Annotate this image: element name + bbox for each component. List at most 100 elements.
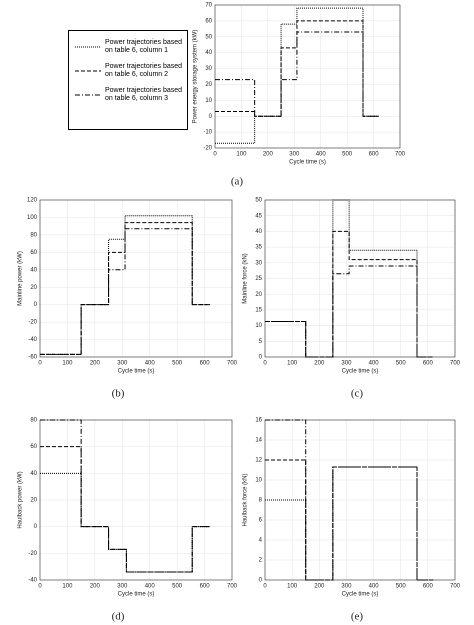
legend-swatch — [75, 70, 101, 72]
y-tick-label: 14 — [255, 438, 262, 444]
legend-label: Power trajectories based on table 6, col… — [105, 63, 183, 78]
x-tick-label: 400 — [145, 584, 156, 590]
y-tick-label: 0 — [259, 355, 263, 361]
y-axis-label: Power energy storage system (kW) — [193, 30, 199, 124]
x-tick-label: 100 — [236, 152, 247, 158]
x-tick-label: 600 — [423, 584, 434, 590]
x-tick-label: 0 — [263, 584, 267, 590]
y-tick-label: 16 — [255, 418, 262, 424]
x-tick-label: 300 — [341, 361, 352, 367]
x-tick-label: 700 — [450, 584, 461, 590]
series-line — [40, 419, 211, 573]
y-tick-label: 70 — [205, 3, 212, 9]
legend-swatch — [75, 94, 101, 96]
x-tick-label: 0 — [38, 584, 42, 590]
x-axis-label: Cycle time (s) — [289, 160, 326, 166]
y-tick-label: 35 — [255, 245, 262, 251]
y-tick-label: -40 — [28, 578, 37, 584]
y-tick-label: -10 — [203, 130, 212, 136]
series-line — [40, 228, 211, 355]
subfigure-label: (b) — [112, 388, 125, 400]
y-tick-label: 10 — [255, 323, 262, 329]
y-tick-label: -60 — [28, 355, 37, 361]
y-tick-label: 120 — [27, 198, 38, 204]
y-axis-label: Mainline power (kW) — [18, 251, 24, 306]
subfigure-label: (a) — [231, 176, 244, 188]
y-tick-label: 50 — [205, 34, 212, 40]
x-tick-label: 300 — [341, 584, 352, 590]
subfigure-label: (c) — [351, 388, 364, 400]
x-axis-label: Cycle time (s) — [118, 369, 155, 375]
y-tick-label: 5 — [259, 339, 263, 345]
y-tick-label: -20 — [203, 146, 212, 152]
plot-frame — [39, 419, 233, 581]
y-tick-label: 6 — [259, 518, 263, 524]
x-tick-label: 700 — [395, 152, 406, 158]
x-tick-label: 200 — [314, 584, 325, 590]
x-tick-label: 700 — [450, 361, 461, 367]
legend-entry: Power trajectories based on table 6, col… — [73, 39, 183, 55]
legend-entry: Power trajectories based on table 6, col… — [73, 63, 183, 79]
y-tick-label: 60 — [30, 250, 37, 256]
x-tick-label: 500 — [172, 361, 183, 367]
x-tick-label: 500 — [396, 361, 407, 367]
plot-area — [40, 200, 232, 357]
x-tick-label: 400 — [369, 584, 380, 590]
y-tick-label: 20 — [205, 82, 212, 88]
y-tick-label: -20 — [28, 551, 37, 557]
y-tick-label: 40 — [255, 229, 262, 235]
x-tick-label: 600 — [369, 152, 380, 158]
y-tick-label: 60 — [30, 444, 37, 450]
x-tick-label: 600 — [200, 361, 211, 367]
y-tick-label: 80 — [30, 232, 37, 238]
y-tick-label: 100 — [27, 215, 38, 221]
x-tick-label: 500 — [396, 584, 407, 590]
y-tick-label: -40 — [28, 337, 37, 343]
y-tick-label: 10 — [255, 478, 262, 484]
y-tick-label: 30 — [205, 66, 212, 72]
plot-frame — [39, 199, 233, 358]
y-tick-label: 10 — [205, 98, 212, 104]
y-tick-label: 60 — [205, 18, 212, 24]
x-tick-label: 100 — [287, 584, 298, 590]
y-tick-label: 0 — [259, 578, 263, 584]
x-tick-label: 200 — [263, 152, 274, 158]
x-tick-label: 400 — [316, 152, 327, 158]
x-tick-label: 400 — [369, 361, 380, 367]
x-tick-label: 100 — [62, 361, 73, 367]
x-tick-label: 0 — [213, 152, 217, 158]
y-tick-label: 40 — [205, 50, 212, 56]
plot-frame — [264, 199, 456, 358]
y-tick-label: 40 — [30, 471, 37, 477]
x-axis-label: Cycle time (s) — [342, 369, 379, 375]
x-tick-label: 300 — [289, 152, 300, 158]
x-axis-label: Cycle time (s) — [342, 592, 379, 598]
plot-frame — [214, 4, 401, 149]
x-tick-label: 400 — [145, 361, 156, 367]
x-tick-label: 200 — [90, 361, 101, 367]
x-tick-label: 300 — [117, 361, 128, 367]
y-tick-label: 4 — [259, 538, 263, 544]
y-tick-label: 0 — [34, 524, 38, 530]
x-tick-label: 0 — [263, 361, 267, 367]
legend: Power trajectories based on table 6, col… — [68, 30, 188, 130]
legend-swatch — [75, 46, 101, 48]
x-tick-label: 500 — [342, 152, 353, 158]
y-axis-label: Haulback force (kN) — [243, 473, 249, 526]
y-tick-label: 50 — [255, 198, 262, 204]
y-tick-label: 0 — [34, 302, 38, 308]
y-axis-label: Mainline force (kN) — [243, 253, 249, 303]
y-tick-label: 12 — [255, 458, 262, 464]
y-tick-label: -20 — [28, 320, 37, 326]
y-tick-label: 20 — [255, 292, 262, 298]
y-tick-label: 30 — [255, 260, 262, 266]
series-line — [265, 419, 434, 581]
x-tick-label: 200 — [90, 584, 101, 590]
subfigure-label: (e) — [351, 611, 364, 623]
plot-area — [215, 5, 400, 148]
subfigure-label: (d) — [112, 611, 125, 623]
series-line — [215, 31, 379, 117]
y-tick-label: 15 — [255, 307, 262, 313]
legend-entry: Power trajectories based on table 6, col… — [73, 87, 183, 103]
